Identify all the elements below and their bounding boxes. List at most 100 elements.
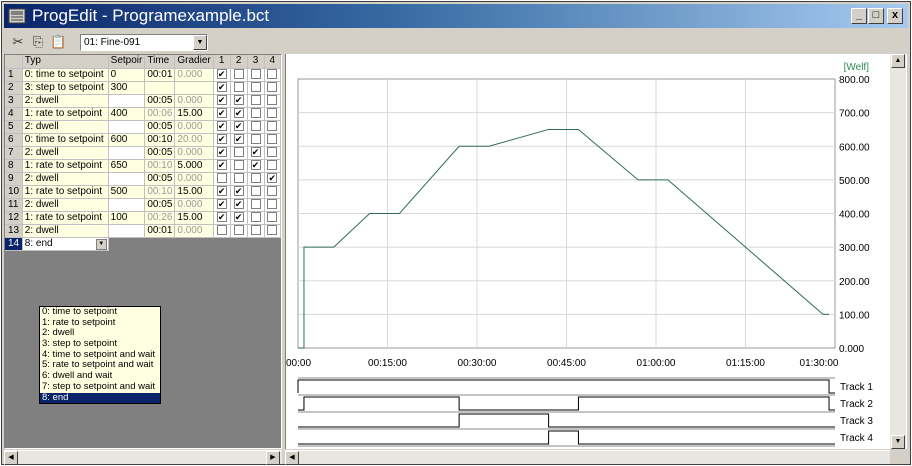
- cell-track-2[interactable]: [230, 172, 248, 186]
- track-checkbox[interactable]: [216, 172, 227, 183]
- track-checkbox[interactable]: ✔: [233, 120, 244, 131]
- cell-track-3[interactable]: [247, 172, 265, 186]
- cell-track-2[interactable]: ✔: [230, 133, 248, 147]
- col-header-time[interactable]: Time: [144, 55, 176, 69]
- cell-type[interactable]: 2: dwell: [22, 146, 109, 160]
- cell-time[interactable]: 00:10: [144, 185, 176, 199]
- track-checkbox[interactable]: [250, 107, 261, 118]
- track-checkbox[interactable]: ✔: [216, 133, 227, 144]
- cell-time[interactable]: 00:05: [144, 120, 176, 134]
- table-row[interactable]: 10 1: rate to setpoint 500 00:10 15.00 ✔ ✔: [5, 185, 281, 199]
- program-select[interactable]: 01: Fine-091 ▼: [80, 34, 208, 51]
- cell-track-2[interactable]: [230, 146, 248, 160]
- track-checkbox[interactable]: ✔: [233, 185, 244, 196]
- cell-time[interactable]: 00:05: [144, 172, 176, 186]
- cell-track-2[interactable]: [230, 68, 248, 82]
- cell-gradient[interactable]: 20.00: [174, 133, 214, 147]
- cell-track-1[interactable]: ✔: [213, 198, 231, 212]
- col-header-track-1[interactable]: 1: [213, 55, 231, 69]
- cell-setpoint[interactable]: 650: [108, 159, 146, 173]
- cell-track-1[interactable]: ✔: [213, 81, 231, 95]
- cell-track-3[interactable]: [247, 81, 265, 95]
- cell-track-1[interactable]: ✔: [213, 68, 231, 82]
- track-checkbox[interactable]: [250, 198, 261, 209]
- cell-type[interactable]: 2: dwell: [22, 224, 109, 238]
- cell-gradient[interactable]: [174, 81, 214, 95]
- track-checkbox[interactable]: ✔: [267, 172, 278, 183]
- table-row-editing[interactable]: 14 8: end ▼: [5, 237, 281, 251]
- minimize-button[interactable]: _: [851, 8, 867, 24]
- cell-gradient[interactable]: 5.000: [174, 159, 214, 173]
- track-checkbox[interactable]: [267, 133, 278, 144]
- cell-gradient[interactable]: 0.000: [174, 198, 214, 212]
- table-row[interactable]: 9 2: dwell 00:05 0.000 ✔: [5, 172, 281, 186]
- cell-track-3[interactable]: [247, 120, 265, 134]
- cell-time[interactable]: 00:06: [144, 107, 176, 121]
- paste-icon[interactable]: 📋: [50, 34, 67, 49]
- track-checkbox[interactable]: ✔: [233, 94, 244, 105]
- cell-gradient[interactable]: 0.000: [174, 120, 214, 134]
- cell-track-2[interactable]: ✔: [230, 94, 248, 108]
- cut-icon[interactable]: ✂: [12, 34, 24, 49]
- cell-track-2[interactable]: ✔: [230, 198, 248, 212]
- cell-track-3[interactable]: [247, 224, 265, 238]
- maximize-button[interactable]: □: [868, 8, 884, 24]
- track-checkbox[interactable]: [267, 185, 278, 196]
- cell-setpoint[interactable]: [108, 198, 146, 212]
- cell-track-3[interactable]: ✔: [247, 146, 265, 160]
- cell-track-3[interactable]: [247, 211, 265, 225]
- cell-track-1[interactable]: ✔: [213, 211, 231, 225]
- cell-gradient[interactable]: 15.00: [174, 107, 214, 121]
- close-button[interactable]: x: [887, 8, 903, 24]
- cell-gradient[interactable]: 0.000: [174, 68, 214, 82]
- track-checkbox[interactable]: ✔: [216, 211, 227, 222]
- cell-track-1[interactable]: ✔: [213, 185, 231, 199]
- table-row[interactable]: 11 2: dwell 00:05 0.000 ✔ ✔: [5, 198, 281, 212]
- cell-type[interactable]: 0: time to setpoint: [22, 68, 109, 82]
- track-checkbox[interactable]: ✔: [216, 159, 227, 170]
- track-checkbox[interactable]: ✔: [233, 107, 244, 118]
- track-checkbox[interactable]: ✔: [216, 120, 227, 131]
- track-checkbox[interactable]: [250, 94, 261, 105]
- cell-type[interactable]: 1: rate to setpoint: [22, 211, 109, 225]
- cell-type[interactable]: 3: step to setpoint: [22, 81, 109, 95]
- track-checkbox[interactable]: ✔: [250, 159, 261, 170]
- table-row[interactable]: 12 1: rate to setpoint 100 00:26 15.00 ✔ ✔: [5, 211, 281, 225]
- cell-track-4[interactable]: [264, 120, 281, 134]
- cell-track-1[interactable]: ✔: [213, 120, 231, 134]
- cell-type[interactable]: 2: dwell: [22, 198, 109, 212]
- track-checkbox[interactable]: ✔: [250, 146, 261, 157]
- title-bar[interactable]: ProgEdit - Programexample.bct _ □ x: [4, 4, 908, 28]
- chart-vertical-scrollbar[interactable]: ▲ ▼: [890, 54, 906, 449]
- cell-gradient[interactable]: 15.00: [174, 211, 214, 225]
- track-checkbox[interactable]: ✔: [216, 81, 227, 92]
- cell-track-4[interactable]: [264, 68, 281, 82]
- cell-time[interactable]: 00:05: [144, 146, 176, 160]
- cell-track-1[interactable]: [213, 224, 231, 238]
- cell-setpoint[interactable]: [108, 224, 146, 238]
- cell-setpoint[interactable]: 600: [108, 133, 146, 147]
- chevron-down-icon[interactable]: ▼: [95, 238, 107, 249]
- scroll-left-icon[interactable]: ◀: [4, 451, 18, 465]
- cell-time[interactable]: 00:01: [144, 68, 176, 82]
- dropdown-option[interactable]: 6: dwell and wait: [42, 370, 113, 382]
- track-checkbox[interactable]: [233, 146, 244, 157]
- track-checkbox[interactable]: [267, 68, 278, 79]
- cell-track-2[interactable]: ✔: [230, 120, 248, 134]
- table-horizontal-scrollbar[interactable]: ◀ ▶: [4, 450, 282, 465]
- track-checkbox[interactable]: ✔: [233, 198, 244, 209]
- cell-time[interactable]: 00:05: [144, 94, 176, 108]
- cell-setpoint[interactable]: [108, 120, 146, 134]
- table-row[interactable]: 7 2: dwell 00:05 0.000 ✔ ✔: [5, 146, 281, 160]
- cell-track-4[interactable]: [264, 107, 281, 121]
- cell-track-2[interactable]: [230, 81, 248, 95]
- track-checkbox[interactable]: ✔: [233, 211, 244, 222]
- cell-gradient[interactable]: 0.000: [174, 94, 214, 108]
- cell-track-3[interactable]: [247, 133, 265, 147]
- track-checkbox[interactable]: [267, 198, 278, 209]
- track-checkbox[interactable]: [267, 224, 278, 235]
- cell-time[interactable]: 00:26: [144, 211, 176, 225]
- table-row[interactable]: 8 1: rate to setpoint 650 00:10 5.000 ✔ ✔: [5, 159, 281, 173]
- scroll-down-icon[interactable]: ▼: [891, 435, 905, 449]
- cell-type[interactable]: 0: time to setpoint: [22, 133, 109, 147]
